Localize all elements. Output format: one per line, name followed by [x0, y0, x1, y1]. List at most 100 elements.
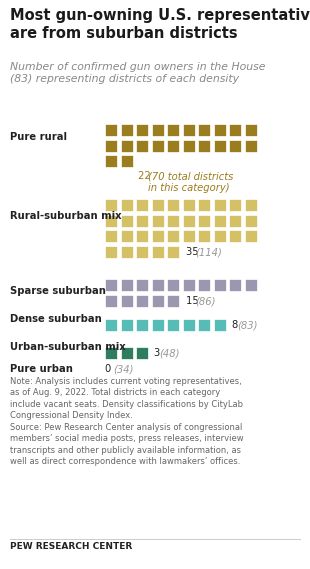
Bar: [198, 139, 211, 152]
Bar: [136, 279, 149, 292]
Bar: [152, 199, 165, 212]
Bar: [121, 279, 134, 292]
Text: Pure urban: Pure urban: [10, 364, 73, 374]
Text: (48): (48): [159, 348, 180, 358]
Bar: [198, 215, 211, 228]
Bar: [121, 155, 134, 168]
Text: 0: 0: [105, 364, 114, 374]
Bar: [214, 230, 227, 243]
Bar: [121, 139, 134, 152]
Bar: [214, 199, 227, 212]
Text: Sparse suburban: Sparse suburban: [10, 286, 106, 296]
Bar: [198, 279, 211, 292]
Text: (34): (34): [113, 364, 134, 374]
Bar: [152, 279, 165, 292]
Bar: [105, 155, 118, 168]
Bar: [245, 215, 258, 228]
Bar: [245, 139, 258, 152]
Bar: [198, 319, 211, 332]
Bar: [105, 139, 118, 152]
Text: 8: 8: [232, 320, 241, 331]
Bar: [121, 124, 134, 137]
Bar: [105, 230, 118, 243]
Bar: [229, 124, 242, 137]
Bar: [167, 215, 180, 228]
Bar: [136, 230, 149, 243]
Bar: [121, 295, 134, 307]
Bar: [105, 245, 118, 258]
Bar: [167, 319, 180, 332]
Bar: [136, 124, 149, 137]
Bar: [183, 199, 196, 212]
Bar: [229, 230, 242, 243]
Bar: [105, 215, 118, 228]
Text: 35: 35: [185, 247, 201, 257]
Bar: [136, 347, 149, 360]
Text: Urban-suburban mix: Urban-suburban mix: [10, 342, 126, 352]
Bar: [121, 245, 134, 258]
Bar: [183, 279, 196, 292]
Bar: [229, 139, 242, 152]
Bar: [167, 199, 180, 212]
Bar: [214, 215, 227, 228]
Text: PEW RESEARCH CENTER: PEW RESEARCH CENTER: [10, 542, 132, 551]
Text: (114): (114): [195, 247, 222, 257]
Bar: [183, 319, 196, 332]
Bar: [167, 139, 180, 152]
Bar: [167, 124, 180, 137]
Bar: [136, 319, 149, 332]
Bar: [183, 215, 196, 228]
Bar: [152, 295, 165, 307]
Bar: [136, 295, 149, 307]
Text: Pure rural: Pure rural: [10, 132, 67, 142]
Bar: [229, 215, 242, 228]
Bar: [105, 295, 118, 307]
Text: Number of confirmed gun owners in the House
(83) representing districts of each : Number of confirmed gun owners in the Ho…: [10, 62, 265, 84]
Bar: [245, 124, 258, 137]
Bar: [152, 139, 165, 152]
Bar: [105, 279, 118, 292]
Bar: [105, 124, 118, 137]
Bar: [152, 319, 165, 332]
Bar: [105, 319, 118, 332]
Bar: [136, 199, 149, 212]
Bar: [214, 124, 227, 137]
Text: Note: Analysis includes current voting representatives,
as of Aug. 9, 2022. Tota: Note: Analysis includes current voting r…: [10, 377, 244, 466]
Bar: [167, 245, 180, 258]
Bar: [136, 215, 149, 228]
Bar: [136, 139, 149, 152]
Bar: [105, 347, 118, 360]
Text: Rural-suburban mix: Rural-suburban mix: [10, 211, 122, 221]
Text: 15: 15: [185, 296, 202, 306]
Bar: [198, 230, 211, 243]
Bar: [245, 279, 258, 292]
Bar: [121, 215, 134, 228]
Bar: [183, 124, 196, 137]
Bar: [105, 199, 118, 212]
Text: 22: 22: [138, 171, 154, 181]
Text: (70 total districts
in this category): (70 total districts in this category): [148, 171, 234, 193]
Bar: [198, 124, 211, 137]
Bar: [152, 215, 165, 228]
Bar: [214, 319, 227, 332]
Bar: [152, 124, 165, 137]
Bar: [167, 279, 180, 292]
Text: 3: 3: [154, 348, 164, 358]
Bar: [214, 279, 227, 292]
Text: Dense suburban: Dense suburban: [10, 314, 102, 324]
Bar: [183, 139, 196, 152]
Bar: [167, 295, 180, 307]
Bar: [245, 199, 258, 212]
Text: (83): (83): [237, 320, 257, 331]
Bar: [245, 230, 258, 243]
Bar: [121, 230, 134, 243]
Bar: [229, 199, 242, 212]
Bar: [167, 230, 180, 243]
Bar: [121, 319, 134, 332]
Bar: [229, 279, 242, 292]
Bar: [121, 347, 134, 360]
Bar: [214, 139, 227, 152]
Text: (86): (86): [195, 296, 215, 306]
Text: Most gun-owning U.S. representatives
are from suburban districts: Most gun-owning U.S. representatives are…: [10, 8, 310, 41]
Bar: [152, 245, 165, 258]
